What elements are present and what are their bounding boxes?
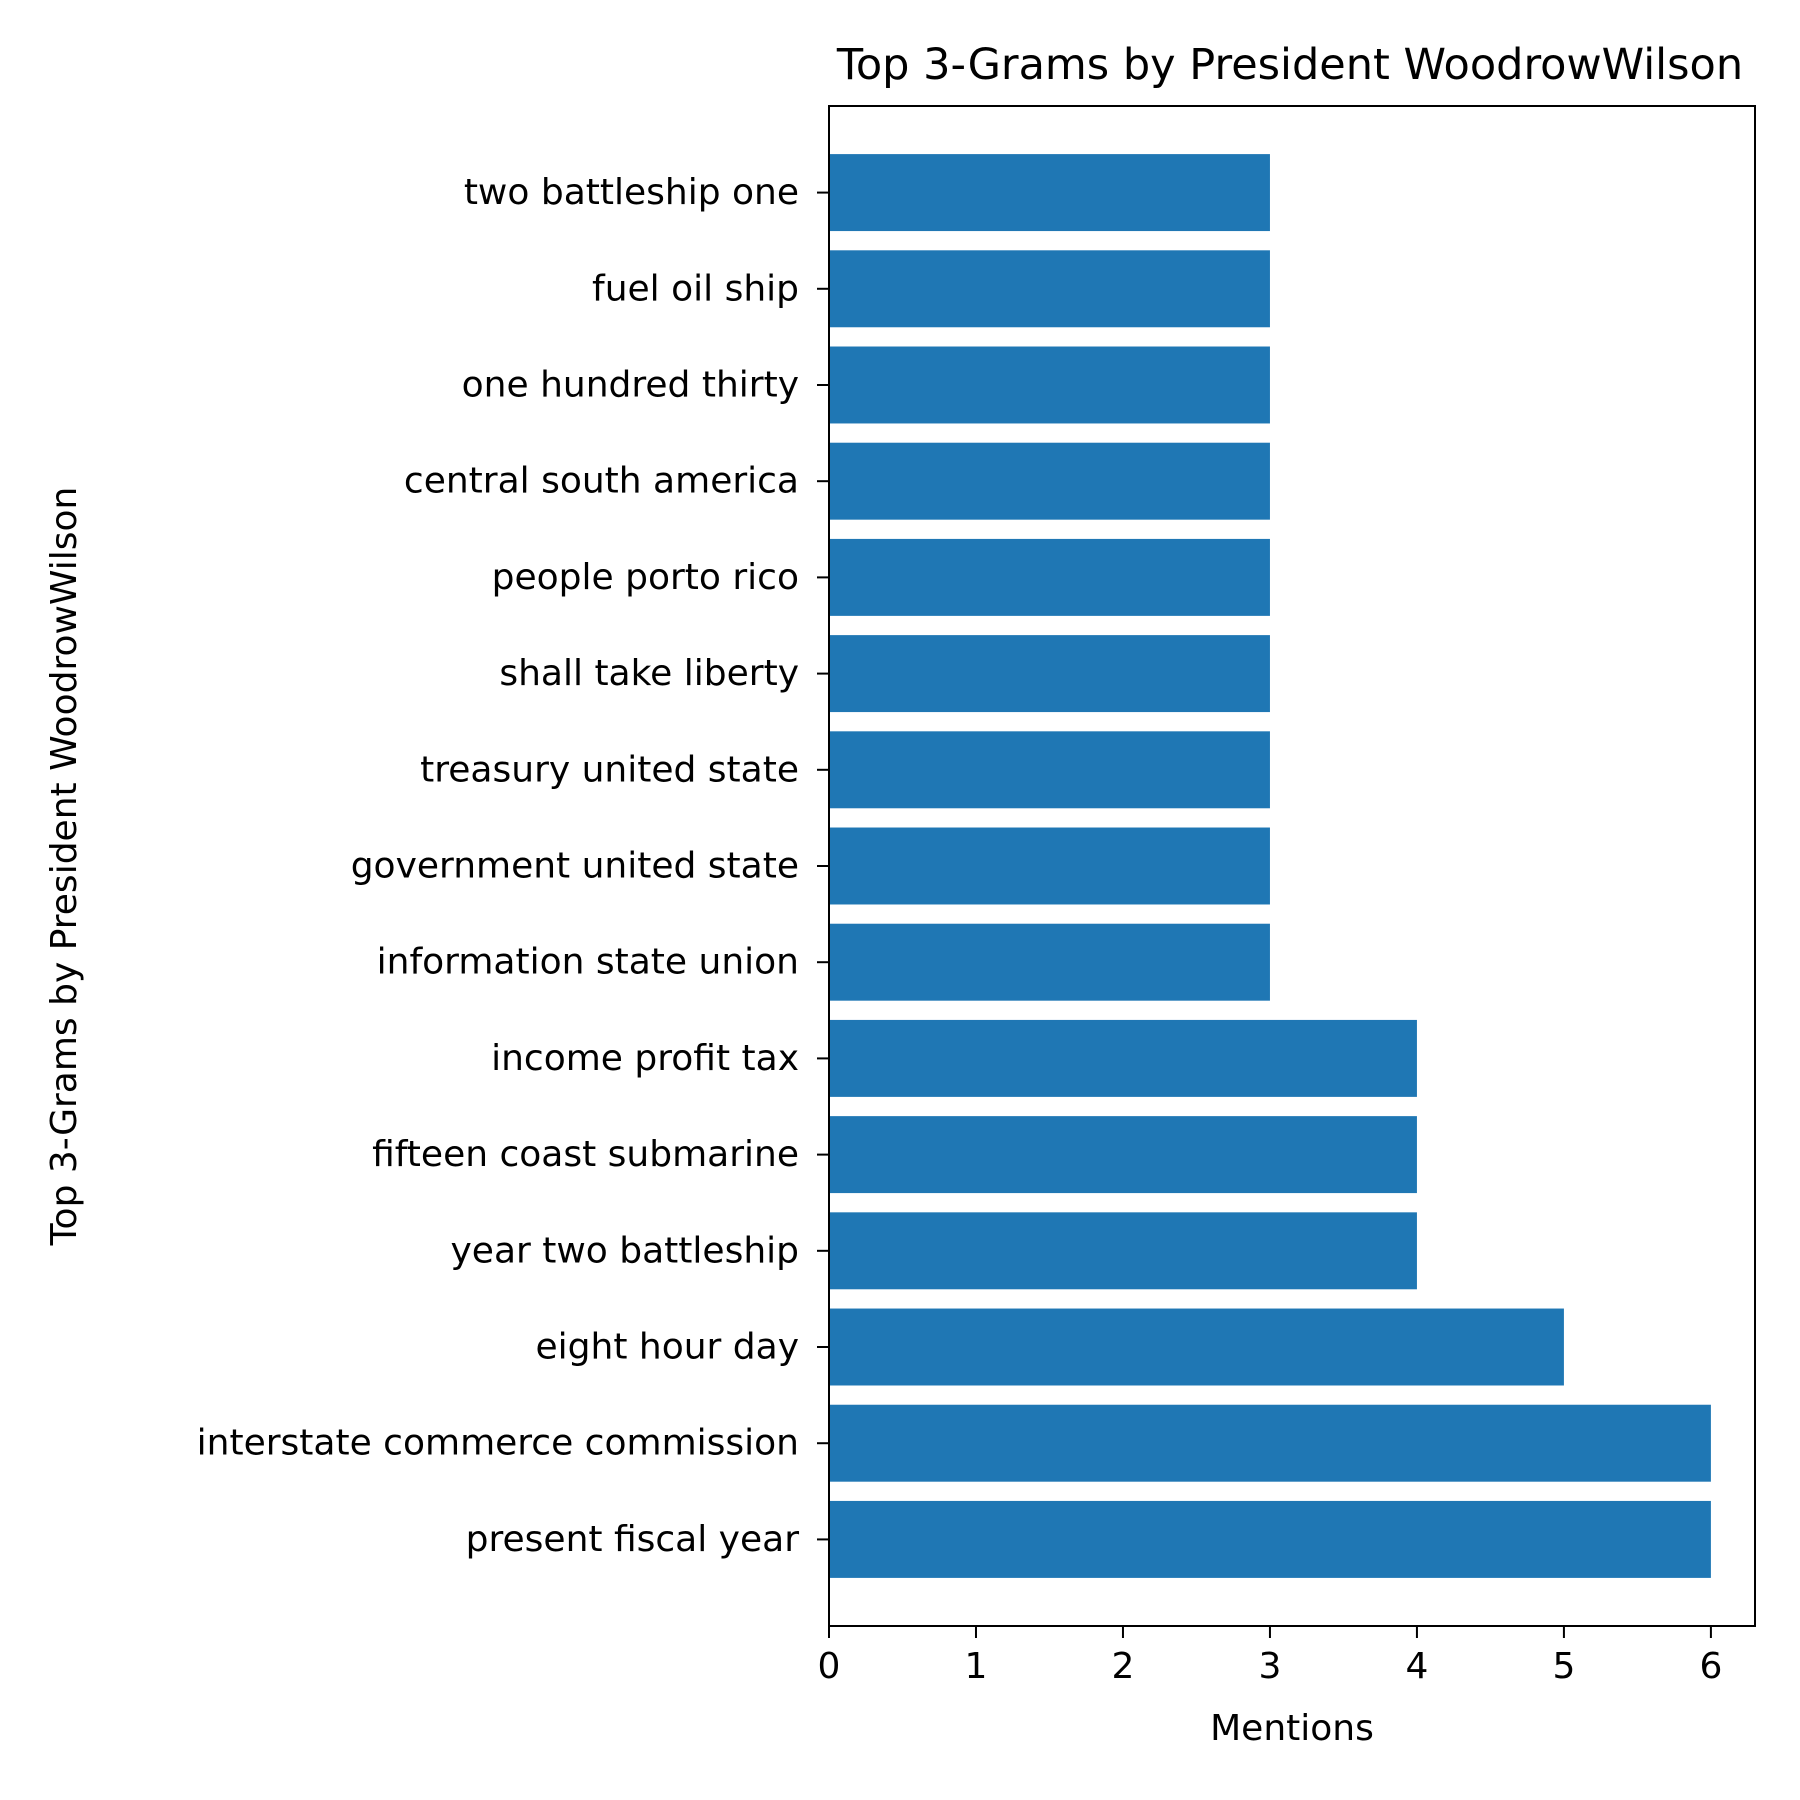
bar <box>829 923 1270 1001</box>
bar <box>829 1019 1417 1097</box>
chart-title: Top 3-Grams by President WoodrowWilson <box>836 40 1743 90</box>
bar <box>829 827 1270 905</box>
y-tick-label: two battleship one <box>464 172 799 213</box>
y-tick-label: interstate commerce commission <box>197 1423 799 1464</box>
y-tick-label: year two battleship <box>450 1230 799 1271</box>
x-tick-label: 1 <box>965 1646 988 1687</box>
bar <box>829 1308 1564 1386</box>
bar <box>829 538 1270 616</box>
y-tick-label: people porto rico <box>492 557 799 598</box>
x-axis-label: Mentions <box>1210 1708 1374 1749</box>
y-tick-label: present fiscal year <box>466 1519 800 1560</box>
bar <box>829 1212 1417 1290</box>
x-tick-label: 5 <box>1552 1646 1575 1687</box>
bar <box>829 635 1270 713</box>
y-tick-label: fuel oil ship <box>592 268 799 309</box>
x-tick-group: 0 1 2 3 4 5 6 <box>818 1626 1722 1687</box>
y-tick-label: shall take liberty <box>499 653 799 694</box>
y-tick-label: central south america <box>404 461 799 502</box>
bars-group <box>829 154 1711 1578</box>
y-tick-label: one hundred thirty <box>462 364 799 405</box>
y-tick-label: treasury united state <box>420 749 799 790</box>
x-tick-label: 4 <box>1405 1646 1428 1687</box>
bar <box>829 731 1270 809</box>
plot-area-frame <box>828 105 1756 1627</box>
x-tick-label: 3 <box>1258 1646 1281 1687</box>
bar <box>829 154 1270 232</box>
y-axis-label: Top 3-Grams by President WoodrowWilson <box>44 487 85 1247</box>
y-tick-label: information state union <box>377 942 799 983</box>
y-tick-label: eight hour day <box>536 1327 800 1368</box>
bar <box>829 1404 1711 1482</box>
bar <box>829 250 1270 328</box>
y-tick-label: income profit tax <box>491 1038 799 1079</box>
x-tick-label: 0 <box>818 1646 841 1687</box>
y-tick-label: government united state <box>351 846 799 887</box>
y-tick-group: present fiscal year interstate commerce c… <box>197 172 829 1560</box>
bar <box>829 1500 1711 1578</box>
x-tick-label: 6 <box>1699 1646 1722 1687</box>
bar <box>829 1116 1417 1194</box>
bar <box>829 346 1270 424</box>
x-tick-label: 2 <box>1112 1646 1135 1687</box>
y-tick-label: fifteen coast submarine <box>372 1134 799 1175</box>
bar <box>829 442 1270 520</box>
